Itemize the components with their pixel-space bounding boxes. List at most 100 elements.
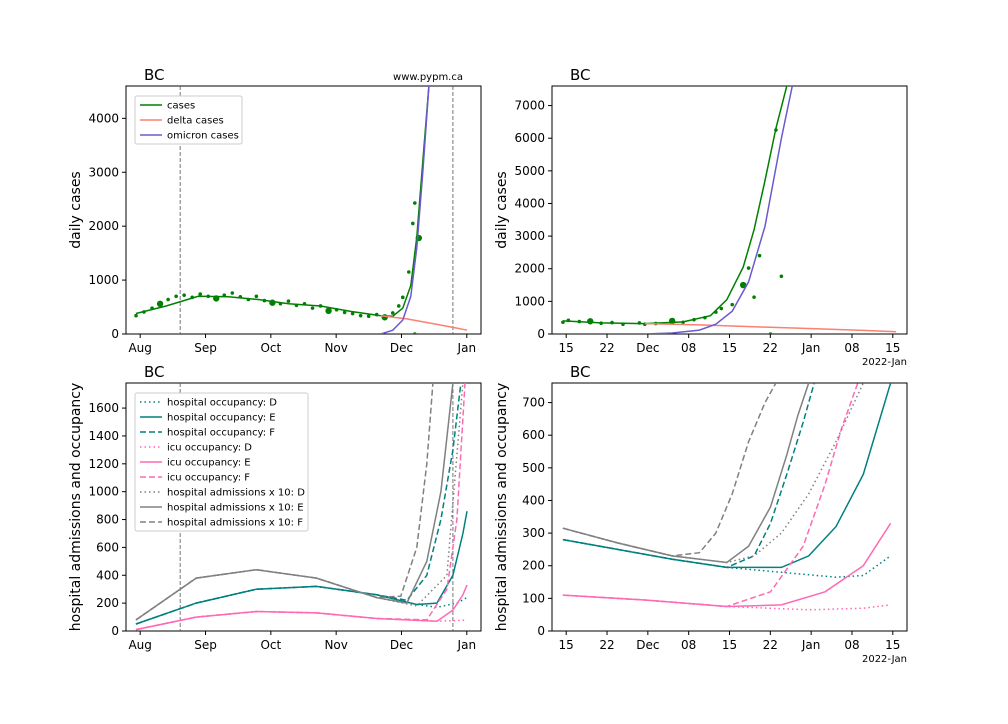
data-point: [390, 311, 395, 315]
series-line: [562, 383, 815, 569]
x-tick-label: 15: [722, 341, 737, 355]
y-tick-label: 600: [522, 428, 545, 442]
y-tick-label: 400: [522, 493, 545, 507]
x-tick-label: 22: [763, 341, 778, 355]
x-tick-label: 15: [559, 638, 574, 652]
x-tick-label: 15: [885, 341, 900, 355]
data-point: [730, 302, 735, 307]
y-tick-label: 5000: [514, 164, 545, 178]
data-point: [198, 292, 203, 296]
x-tick-label: Jan: [801, 341, 821, 355]
data-point: [310, 306, 315, 310]
y-tick-label: 300: [522, 526, 545, 540]
series-line: [562, 383, 859, 608]
data-point: [757, 253, 762, 258]
legend-label: hospital occupancy: D: [167, 398, 277, 409]
data-point: [406, 270, 411, 274]
x-tick-label: 22: [763, 638, 778, 652]
data-point: [350, 311, 355, 316]
legend-label: delta cases: [167, 116, 224, 127]
series-line: [380, 86, 430, 334]
x-tick-label: 22: [599, 341, 614, 355]
x-tick-label: Aug: [128, 341, 151, 355]
y-tick-label: 1000: [88, 273, 119, 287]
data-point: [325, 307, 332, 315]
x-tick-label: Dec: [636, 341, 659, 355]
x-tick-label: 08: [681, 341, 696, 355]
y-tick-label: 800: [96, 513, 119, 527]
legend-box: [134, 392, 309, 532]
chart-bottom-right: 15 22 Dec 08 15 22 Jan 08 15 2022-Jan 0 100 200 300 40…: [494, 363, 908, 665]
plot-area: [135, 383, 468, 631]
y-tick-label: 0: [537, 327, 545, 341]
plot-frame: [125, 382, 482, 632]
data-point: [768, 332, 773, 334]
legend-label: icu occupancy: F: [167, 473, 250, 484]
panel-title: BC: [570, 66, 591, 84]
y-tick-label: 4000: [514, 196, 545, 210]
y-tick-label: 1400: [88, 429, 119, 443]
x-tick-label: Oct: [260, 341, 281, 355]
y-axis-label: hospital admissions and occupancy: [68, 383, 84, 632]
legend-label: omicron cases: [167, 131, 239, 142]
x-tick-label: 15: [885, 638, 900, 652]
x-tick-label: 08: [681, 638, 696, 652]
y-tick-label: 600: [96, 540, 119, 554]
y-tick-label: 0: [537, 624, 545, 638]
y-tick-label: 1000: [514, 294, 545, 308]
x-tick-label: Dec: [390, 341, 413, 355]
plot-area: [562, 383, 892, 611]
y-tick-label: 400: [96, 568, 119, 582]
legend-label: hospital admissions x 10: D: [167, 488, 305, 499]
data-point: [254, 294, 259, 299]
series-line: [644, 322, 897, 333]
y-tick-label: 100: [522, 591, 545, 605]
legend-label: hospital occupancy: E: [167, 413, 276, 424]
data-point: [396, 304, 401, 308]
series-line: [135, 86, 430, 317]
y-tick-label: 7000: [514, 99, 545, 113]
data-point: [342, 310, 347, 315]
series-line: [135, 383, 462, 625]
x-tick-label: Dec: [390, 638, 413, 652]
panel-title: BC: [144, 66, 165, 84]
series-line: [562, 86, 788, 325]
series-line: [644, 86, 794, 334]
data-point: [739, 281, 747, 289]
chart-top-right: 15 22 Dec 08 15 22 Jan 08 15 2022-Jan 0 1000 2000 300…: [494, 66, 908, 368]
x-tick-label: Aug: [128, 638, 151, 652]
data-point: [134, 313, 138, 318]
x-tick-label: Nov: [324, 638, 347, 652]
data-point: [166, 297, 170, 302]
data-point: [156, 300, 164, 308]
x-tick-label: 15: [559, 341, 574, 355]
legend: cases delta cases omicron cases: [134, 95, 243, 145]
y-tick-label: 4000: [88, 111, 119, 125]
source-annotation: www.pypm.ca: [393, 72, 463, 83]
x-tick-label: Oct: [260, 638, 281, 652]
y-tick-label: 0: [111, 624, 119, 638]
y-tick-label: 200: [96, 596, 119, 610]
legend: hospital occupancy: D hospital occupancy:…: [134, 392, 309, 532]
data-point: [411, 221, 415, 226]
series-line: [135, 383, 434, 621]
data-point: [752, 295, 756, 299]
data-point: [413, 332, 417, 334]
y-tick-label: 700: [522, 396, 545, 410]
data-point: [230, 291, 235, 295]
data-point: [400, 295, 405, 300]
data-point: [779, 274, 784, 279]
x-offset-label: 2022-Jan: [862, 654, 907, 665]
y-tick-label: 500: [522, 461, 545, 475]
data-point: [746, 266, 751, 270]
x-tick-label: 08: [844, 341, 859, 355]
x-tick-label: Sep: [194, 341, 217, 355]
x-tick-label: Jan: [457, 638, 477, 652]
y-tick-label: 200: [522, 559, 545, 573]
series-line: [562, 522, 892, 608]
series-line: [562, 538, 892, 578]
y-tick-label: 1200: [88, 457, 119, 471]
y-axis-label: daily cases: [494, 171, 510, 248]
data-point: [719, 306, 724, 311]
